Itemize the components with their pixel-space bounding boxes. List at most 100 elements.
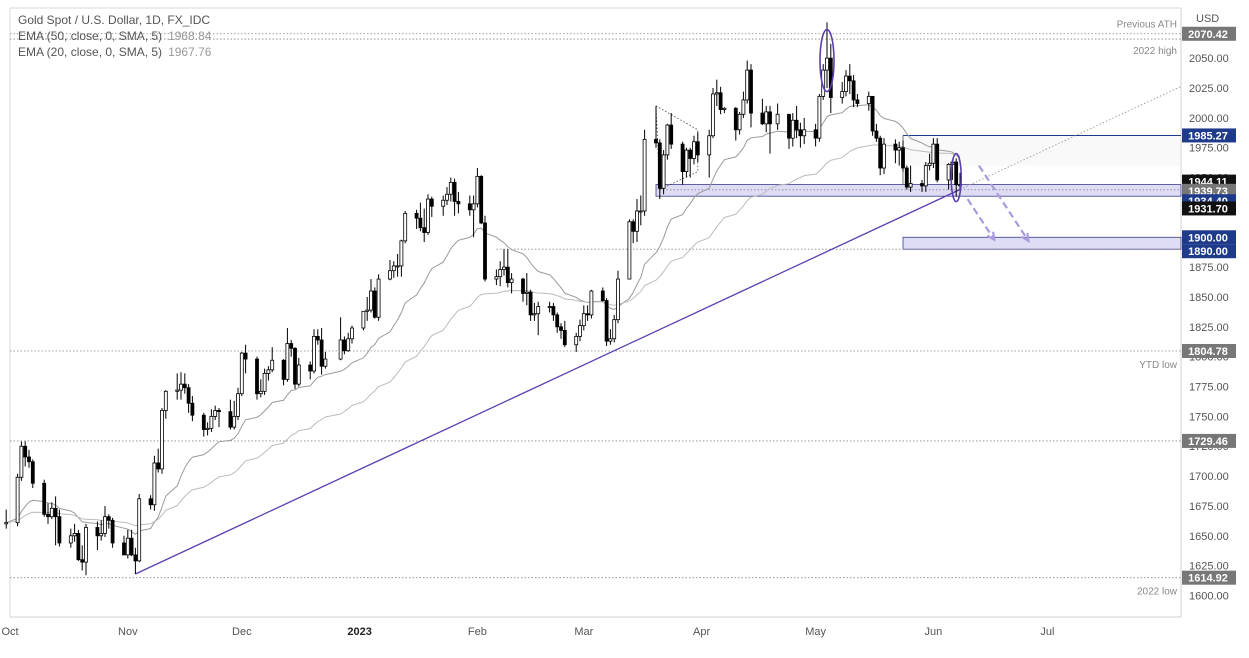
candle-body [600,290,605,301]
candle-body [608,338,613,342]
candle-body [920,183,924,187]
candle-body [122,542,126,556]
candle-body [346,338,351,352]
candle-body [581,313,586,327]
candle-body [266,369,271,374]
ema50-line [6,144,961,527]
candle-body [285,343,290,380]
candle-body [243,352,248,360]
candle-body [323,358,328,367]
candle-body [882,143,886,169]
candle-body [262,372,267,392]
candle-body [855,99,860,104]
candle-body [76,533,81,561]
candle-body [418,217,423,229]
candle-body [559,326,563,331]
projection-arrow [966,198,996,241]
candle-body [152,462,157,506]
candle-body [103,516,107,534]
support-zone [655,184,1182,197]
x-tick-label: Dec [232,626,252,638]
triangle-pattern [655,105,699,191]
candle-body [258,390,263,395]
candle-body [110,519,115,544]
candle-body [53,507,58,518]
price-scale[interactable] [1181,0,1249,653]
candle-body [954,161,959,186]
candle-body [467,203,472,211]
candle-body [718,92,723,110]
candle-body [342,339,347,352]
legend-title: Gold Spot / U.S. Dollar, 1D, FX_IDC [18,13,211,27]
x-tick-label: Jul [1040,626,1054,638]
candle-body [536,306,541,315]
x-tick-label: May [805,626,826,638]
candle-body [99,533,104,537]
currency-label: USD [1196,13,1219,25]
x-tick-label: Oct [1,626,18,638]
price-tag-label: 1804.78 [1188,346,1228,358]
ema20-line [6,104,961,536]
candle-body [498,269,503,278]
candle-body [714,92,719,95]
candle-body [741,99,746,115]
candle-body [798,129,803,137]
price-tag [1182,201,1236,216]
candle-body [205,427,210,430]
candle-body [80,559,85,563]
candle-body [441,199,446,207]
candle-body [494,276,499,280]
candle-body [72,533,77,537]
candle-body [733,107,738,131]
candle-body [578,325,582,337]
candle-body [688,149,693,159]
candle-body [555,314,560,328]
candle-body [509,278,514,284]
candle-body [817,95,822,139]
projection-arrow-head [1020,232,1030,243]
candle-body [471,203,476,211]
candle-body [15,476,20,524]
candle-body [270,359,275,371]
candle-body [133,554,138,562]
candle-body [749,69,753,114]
candle-body [813,129,818,139]
candle-body [562,330,567,346]
y-tick-label: 1775.00 [1189,382,1229,394]
candle-body [137,498,142,562]
y-tick-label: 1825.00 [1189,322,1229,334]
plot-border [9,7,1182,618]
candle-body [448,181,453,195]
candle-body [657,142,662,189]
candle-body [680,143,685,172]
candle-body [642,138,647,212]
candle-body [125,537,130,556]
ema20-label: EMA (20, close, 0, SMA, 5) [18,45,163,59]
candle-body [175,389,180,392]
candle-body [201,414,206,430]
x-tick-label: Jun [925,626,943,638]
x-tick-label: Feb [468,626,487,638]
candle-body [790,119,795,139]
ytd-low-label: YTD low [1139,360,1178,371]
candle-body [483,222,487,280]
y-tick-label: 1675.00 [1189,501,1229,513]
projection-arrow-head [986,231,996,242]
candle-body [695,141,700,156]
trendline [135,188,961,575]
candle-body [828,57,833,98]
candle-body [68,535,73,544]
price-tag [1182,343,1236,358]
candle-body [308,364,313,372]
price-tag [1182,26,1236,41]
y-tick-label: 2050.00 [1189,53,1229,65]
ema50-value: 1968.84 [168,29,212,43]
price-tag [1182,433,1236,448]
candle-body [825,57,829,71]
y-tick-label: 1600.00 [1189,591,1229,603]
candle-body [19,445,24,478]
candle-body [27,456,31,463]
candle-body [338,339,343,360]
